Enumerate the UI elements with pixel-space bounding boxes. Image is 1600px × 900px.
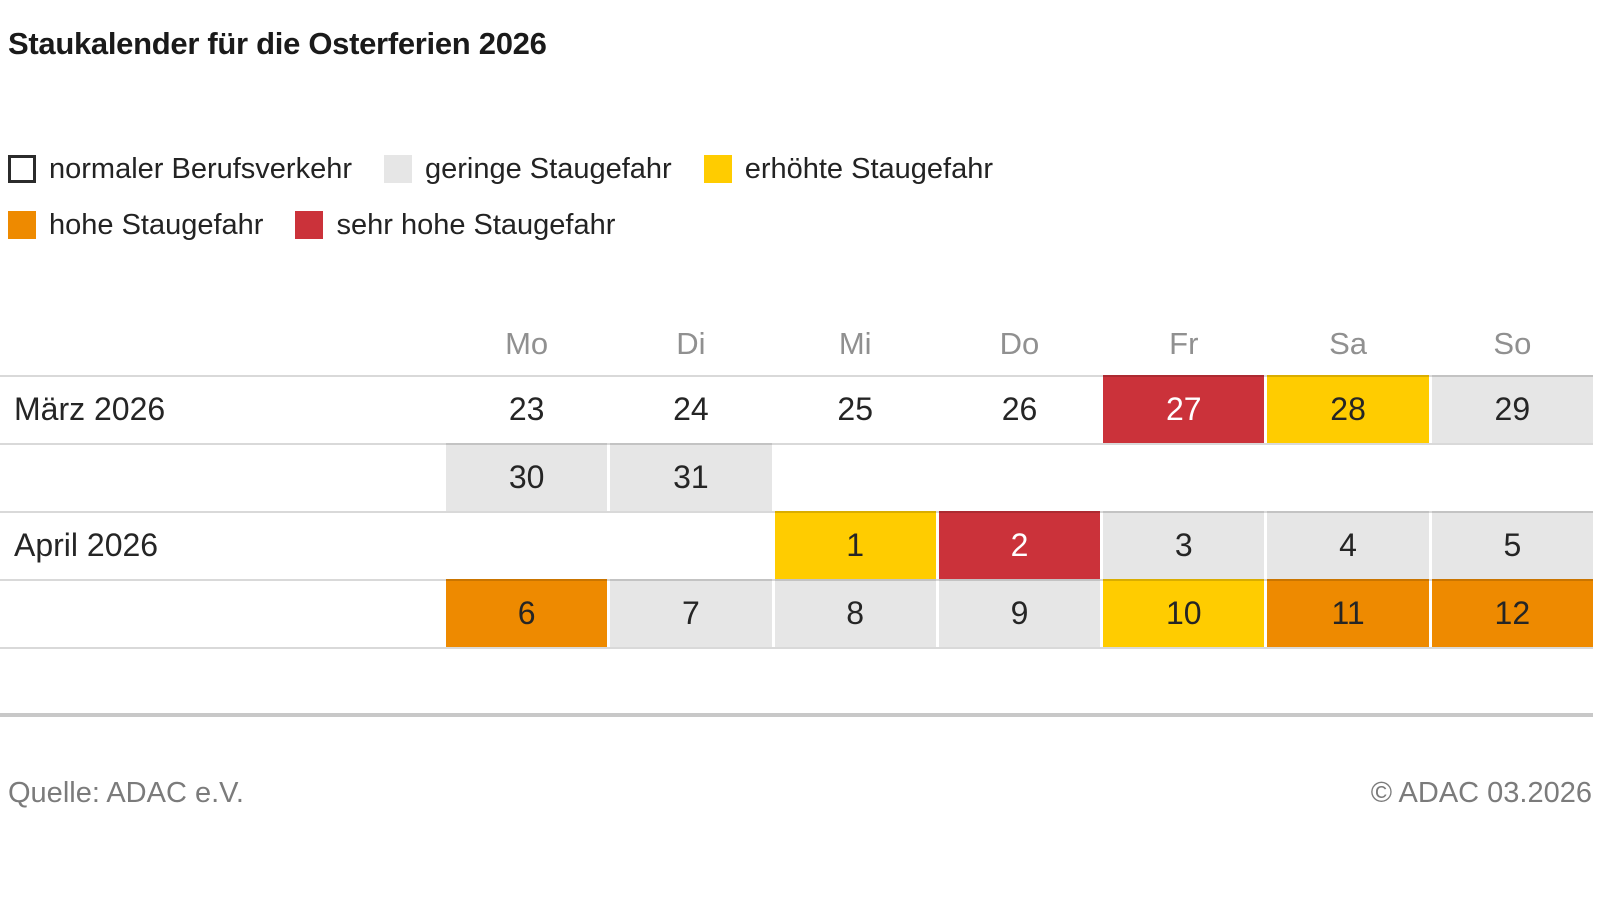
weekday-header-row: Mo Di Mi Do Fr Sa So bbox=[0, 312, 1593, 375]
legend-item-normal: normaler Berufsverkehr bbox=[8, 148, 352, 190]
calendar-day-cell: 9 bbox=[938, 579, 1101, 647]
day-number: 30 bbox=[508, 458, 545, 495]
calendar-week-row: 30 31 bbox=[0, 443, 1593, 511]
day-number: 26 bbox=[1001, 390, 1038, 427]
calendar-day-cell: 26 bbox=[938, 375, 1101, 443]
legend-swatch-normal-icon bbox=[8, 155, 36, 183]
weekday-header-di: Di bbox=[676, 325, 706, 361]
calendar-day-cell: 12 bbox=[1431, 579, 1593, 647]
day-number: 9 bbox=[1010, 594, 1029, 631]
legend-label: geringe Staugefahr bbox=[425, 152, 672, 185]
month-label bbox=[0, 579, 443, 647]
row-separator-line bbox=[0, 647, 1593, 649]
legend-item-sehr-hoch: sehr hohe Staugefahr bbox=[295, 204, 615, 246]
calendar-day-cell: 24 bbox=[610, 375, 772, 443]
month-label: April 2026 bbox=[14, 526, 159, 563]
weekday-header-sa: Sa bbox=[1329, 325, 1368, 361]
day-number: 29 bbox=[1494, 390, 1531, 427]
calendar-day-cell: 2 bbox=[938, 511, 1101, 579]
legend-label: hohe Staugefahr bbox=[49, 208, 264, 241]
calendar-day-cell: 11 bbox=[1267, 579, 1429, 647]
calendar-day-cell: 1 bbox=[774, 511, 936, 579]
calendar-day-cell bbox=[1267, 443, 1428, 511]
calendar-day-cell: 10 bbox=[1103, 579, 1265, 647]
day-number: 4 bbox=[1339, 526, 1357, 563]
calendar-day-cell: 3 bbox=[1103, 511, 1265, 579]
legend-item-erhoeht: erhöhte Staugefahr bbox=[703, 148, 993, 190]
day-number: 27 bbox=[1165, 390, 1202, 427]
weekday-header-mi: Mi bbox=[838, 325, 872, 361]
footer-divider bbox=[0, 713, 1593, 717]
day-number: 31 bbox=[673, 458, 709, 495]
calendar-day-cell: 29 bbox=[1431, 375, 1593, 443]
calendar-week-row: 6 7 8 9 10 11 12 bbox=[0, 579, 1593, 647]
day-number: 11 bbox=[1331, 594, 1365, 631]
day-number: 25 bbox=[837, 390, 873, 427]
legend: normaler Berufsverkehr geringe Staugefah… bbox=[8, 148, 1178, 246]
legend-swatch-erhoeht-icon bbox=[703, 155, 732, 183]
traffic-calendar: Mo Di Mi Do Fr Sa So März 2026 23 24 25 … bbox=[0, 312, 1593, 649]
calendar-day-cell bbox=[939, 443, 1100, 511]
calendar-day-cell bbox=[775, 443, 936, 511]
legend-swatch-sehr-hoch-icon bbox=[295, 211, 324, 239]
weekday-header-do: Do bbox=[999, 325, 1040, 361]
weekday-header-mo: Mo bbox=[505, 325, 549, 361]
calendar-week-row: März 2026 23 24 25 26 27 28 29 bbox=[0, 375, 1593, 443]
page-title: Staukalender für die Osterferien 2026 bbox=[8, 26, 547, 61]
day-number: 8 bbox=[846, 594, 865, 631]
calendar-day-cell: 28 bbox=[1267, 375, 1429, 443]
weekday-header-so: So bbox=[1493, 325, 1532, 361]
day-number: 1 bbox=[846, 526, 865, 563]
day-number: 5 bbox=[1503, 526, 1522, 563]
copyright-notice: © ADAC 03.2026 bbox=[1370, 777, 1592, 809]
calendar-day-cell: 30 bbox=[446, 443, 608, 511]
legend-swatch-gering-icon bbox=[384, 155, 412, 183]
month-label: März 2026 bbox=[14, 390, 166, 427]
legend-item-gering: geringe Staugefahr bbox=[384, 148, 672, 190]
day-number: 3 bbox=[1174, 526, 1193, 563]
day-number: 24 bbox=[673, 390, 709, 427]
day-number: 28 bbox=[1330, 390, 1366, 427]
calendar-day-cell: 8 bbox=[774, 579, 936, 647]
legend-label: normaler Berufsverkehr bbox=[49, 152, 352, 185]
calendar-day-cell: 25 bbox=[774, 375, 936, 443]
calendar-day-cell: 5 bbox=[1431, 511, 1593, 579]
calendar-day-cell: 23 bbox=[446, 375, 608, 443]
weekday-header-fr: Fr bbox=[1169, 325, 1199, 361]
month-label bbox=[0, 443, 443, 511]
source-credit: Quelle: ADAC e.V. bbox=[8, 777, 244, 809]
calendar-day-cell bbox=[446, 511, 607, 579]
calendar-day-cell bbox=[610, 511, 771, 579]
legend-swatch-hoch-icon bbox=[8, 211, 36, 239]
footer: Quelle: ADAC e.V. © ADAC 03.2026 bbox=[0, 777, 1600, 810]
legend-label: sehr hohe Staugefahr bbox=[336, 208, 616, 241]
calendar-day-cell: 31 bbox=[610, 443, 772, 511]
legend-item-hoch: hohe Staugefahr bbox=[8, 204, 263, 246]
legend-label: erhöhte Staugefahr bbox=[744, 152, 993, 185]
day-number: 12 bbox=[1494, 594, 1531, 631]
calendar-day-cell: 6 bbox=[446, 579, 608, 647]
day-number: 7 bbox=[682, 594, 700, 631]
calendar-day-cell bbox=[1103, 443, 1264, 511]
day-number: 10 bbox=[1165, 594, 1202, 631]
calendar-day-cell bbox=[1432, 443, 1593, 511]
calendar-day-cell: 27 bbox=[1103, 375, 1265, 443]
staukalender-infographic: Staukalender für die Osterferien 2026 no… bbox=[0, 26, 1600, 900]
day-number: 23 bbox=[508, 390, 545, 427]
calendar-week-row: April 2026 1 2 3 4 5 bbox=[0, 511, 1593, 579]
calendar-day-cell: 4 bbox=[1267, 511, 1429, 579]
calendar-day-cell: 7 bbox=[610, 579, 772, 647]
day-number: 6 bbox=[517, 594, 536, 631]
day-number: 2 bbox=[1010, 526, 1029, 563]
weekday-header-spacer bbox=[0, 312, 443, 375]
